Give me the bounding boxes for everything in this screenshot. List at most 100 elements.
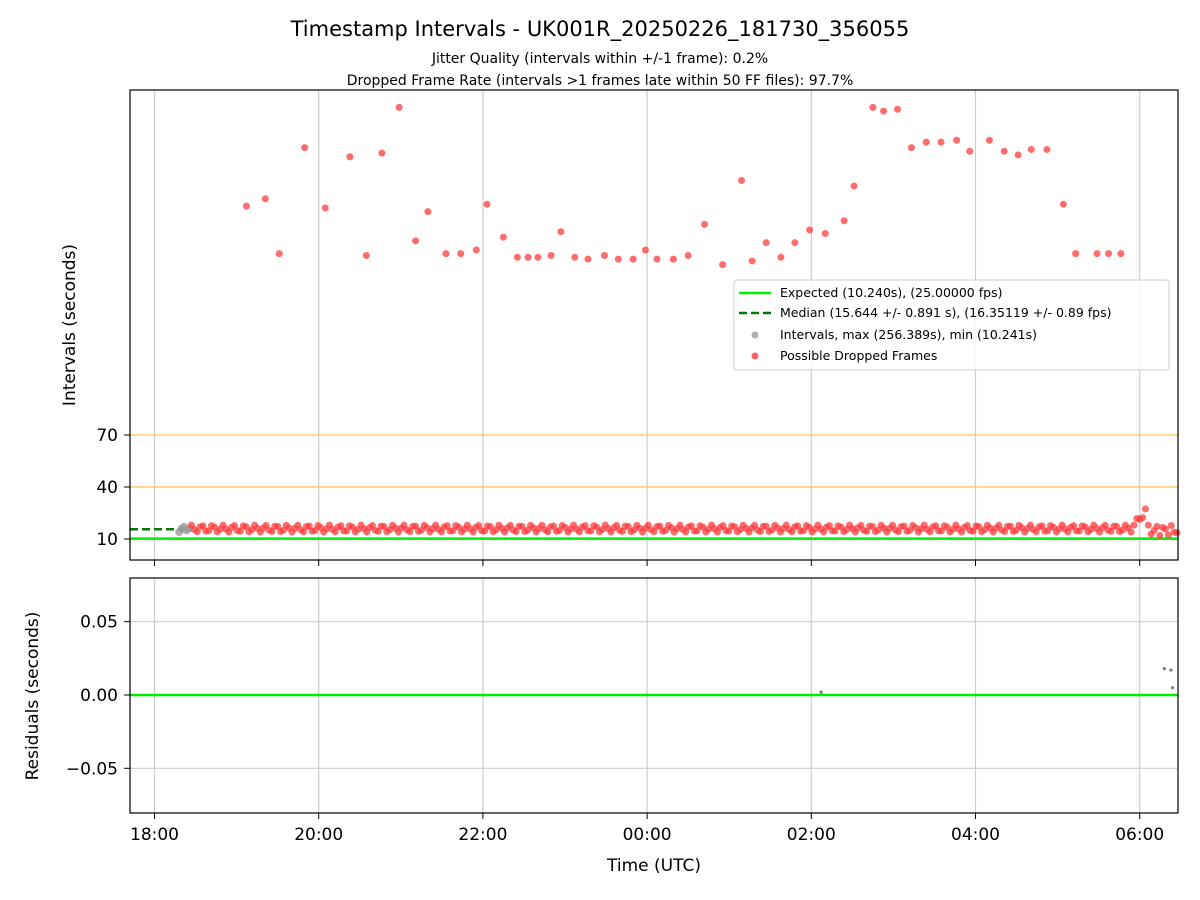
dropped-frame-point — [571, 253, 579, 261]
intervals-plot-frame — [129, 89, 1179, 561]
dropped-frame-point — [1001, 528, 1009, 536]
x-tick-label: 04:00 — [951, 825, 1000, 845]
dropped-frame-point — [261, 195, 269, 203]
dropped-frame-point — [534, 253, 542, 261]
legend-median-label: Median (15.644 +/- 0.891 s), (16.35119 +… — [780, 305, 1111, 320]
dropped-frame-point — [777, 253, 785, 261]
dropped-frame-point — [937, 527, 945, 535]
dropped-frame-point — [932, 522, 940, 530]
dropped-frame-point — [1093, 250, 1101, 258]
dropped-frame-point — [305, 522, 313, 530]
dropped-frame-point — [557, 228, 565, 236]
dropped-frame-point — [442, 250, 450, 258]
x-tick-label: 00:00 — [623, 825, 672, 845]
dropped-frame-point — [443, 522, 451, 530]
dropped-frame-point — [618, 527, 626, 535]
dropped-frame-point — [794, 522, 802, 530]
dropped-frame-point — [1130, 521, 1138, 529]
dropped-frame-point — [242, 202, 250, 210]
dropped-frame-point — [900, 522, 908, 530]
dropped-frame-point — [581, 522, 589, 530]
dropped-frame-point — [362, 251, 370, 259]
dropped-frame-point — [449, 527, 457, 535]
dropped-frame-point — [472, 246, 480, 254]
dropped-frame-point — [1167, 521, 1175, 529]
dropped-frame-point — [412, 237, 420, 245]
dropped-frame-point — [684, 251, 692, 259]
dropped-frame-point — [321, 204, 329, 212]
dropped-frame-point — [791, 239, 799, 247]
dropped-frame-point — [669, 255, 677, 263]
dropped-frame-point — [1156, 531, 1164, 539]
legend-expected-label: Expected (10.240s), (25.00000 fps) — [780, 285, 1002, 300]
x-tick-label: 02:00 — [787, 825, 836, 845]
dropped-frame-point — [584, 255, 592, 263]
dropped-frame-point — [481, 527, 489, 535]
dropped-frame-point — [374, 527, 382, 535]
dropped-frame-point — [762, 239, 770, 247]
residuals-panel: 0.05 0.00 −0.05 18:00 20:00 22:00 00:00 02:00 0… — [23, 577, 1179, 876]
dropped-frame-point — [868, 522, 876, 530]
dropped-frame-point — [937, 138, 945, 146]
dropped-frame-point — [1107, 527, 1115, 535]
dropped-frame-point — [1173, 529, 1181, 537]
dropped-frame-point — [337, 522, 345, 530]
dropped-frame-point — [687, 522, 695, 530]
dropped-frame-point — [869, 103, 877, 111]
bottom-y-tick-label: 0.00 — [80, 686, 118, 706]
dropped-frame-point — [275, 250, 283, 258]
dropped-frame-point — [600, 251, 608, 259]
dropped-frame-point — [346, 153, 354, 161]
legend-box — [733, 279, 1170, 371]
dropped-frame-point — [412, 522, 420, 530]
legend-intervals-swatch — [751, 331, 759, 339]
dropped-frame-point — [199, 522, 207, 530]
dropped-frame-point — [1127, 528, 1135, 536]
interval-points — [175, 103, 1181, 539]
chart-title: Timestamp Intervals - UK001R_20250226_18… — [290, 17, 910, 42]
dropped-frame-point — [457, 250, 465, 258]
dropped-frame-point — [1043, 145, 1051, 153]
dropped-frame-point — [738, 177, 746, 185]
dropped-frame-point — [1117, 250, 1125, 258]
dropped-frame-point — [378, 149, 386, 157]
dropped-frame-point — [656, 522, 664, 530]
dropped-frame-point — [653, 255, 661, 263]
dropped-frame-point — [624, 522, 632, 530]
dropped-frame-point — [800, 527, 808, 535]
bottom-y-tick-label: 0.05 — [80, 613, 118, 633]
dropped-frame-point — [1144, 521, 1152, 529]
dropped-frame-point — [850, 182, 858, 190]
dropped-frame-point — [518, 522, 526, 530]
dropped-frame-point — [1038, 522, 1046, 530]
legend-intervals-label: Intervals, max (256.389s), min (10.241s) — [780, 327, 1037, 342]
dropped-frame-point — [343, 527, 351, 535]
residual-points — [819, 667, 1175, 694]
dropped-frame-point — [629, 255, 637, 263]
dropped-frame-point — [1000, 147, 1008, 155]
residual-point — [819, 690, 823, 694]
bottom-y-tick-label: −0.05 — [66, 759, 118, 779]
dropped-frame-point — [1044, 527, 1052, 535]
top-y-tick-label: 40 — [96, 478, 118, 498]
dropped-frame-point — [953, 136, 961, 144]
dropped-frame-point — [719, 261, 727, 269]
dropped-frame-point — [547, 251, 555, 259]
dropped-frame-point — [840, 217, 848, 225]
dropped-frame-point — [863, 527, 871, 535]
dropped-frame-point — [1153, 522, 1161, 530]
dropped-frame-point — [301, 144, 309, 152]
bottom-y-ticks: 0.05 0.00 −0.05 — [66, 613, 130, 779]
residual-point — [1169, 668, 1173, 672]
dropped-frame-point — [650, 528, 658, 536]
dropped-frame-point — [894, 528, 902, 536]
dropped-frame-point — [1059, 200, 1067, 208]
dropped-frame-point — [380, 523, 388, 531]
residual-point — [1170, 686, 1175, 690]
x-axis-label: Time (UTC) — [606, 856, 701, 876]
dropped-frame-point — [1141, 505, 1149, 513]
dropped-frame-point — [268, 527, 276, 535]
intervals-panel: 10 40 70 Intervals (seconds) Expected (10.… — [60, 89, 1181, 566]
dropped-frame-point — [1070, 522, 1078, 530]
chart-subtitle-jitter: Jitter Quality (intervals within +/-1 fr… — [431, 51, 768, 67]
